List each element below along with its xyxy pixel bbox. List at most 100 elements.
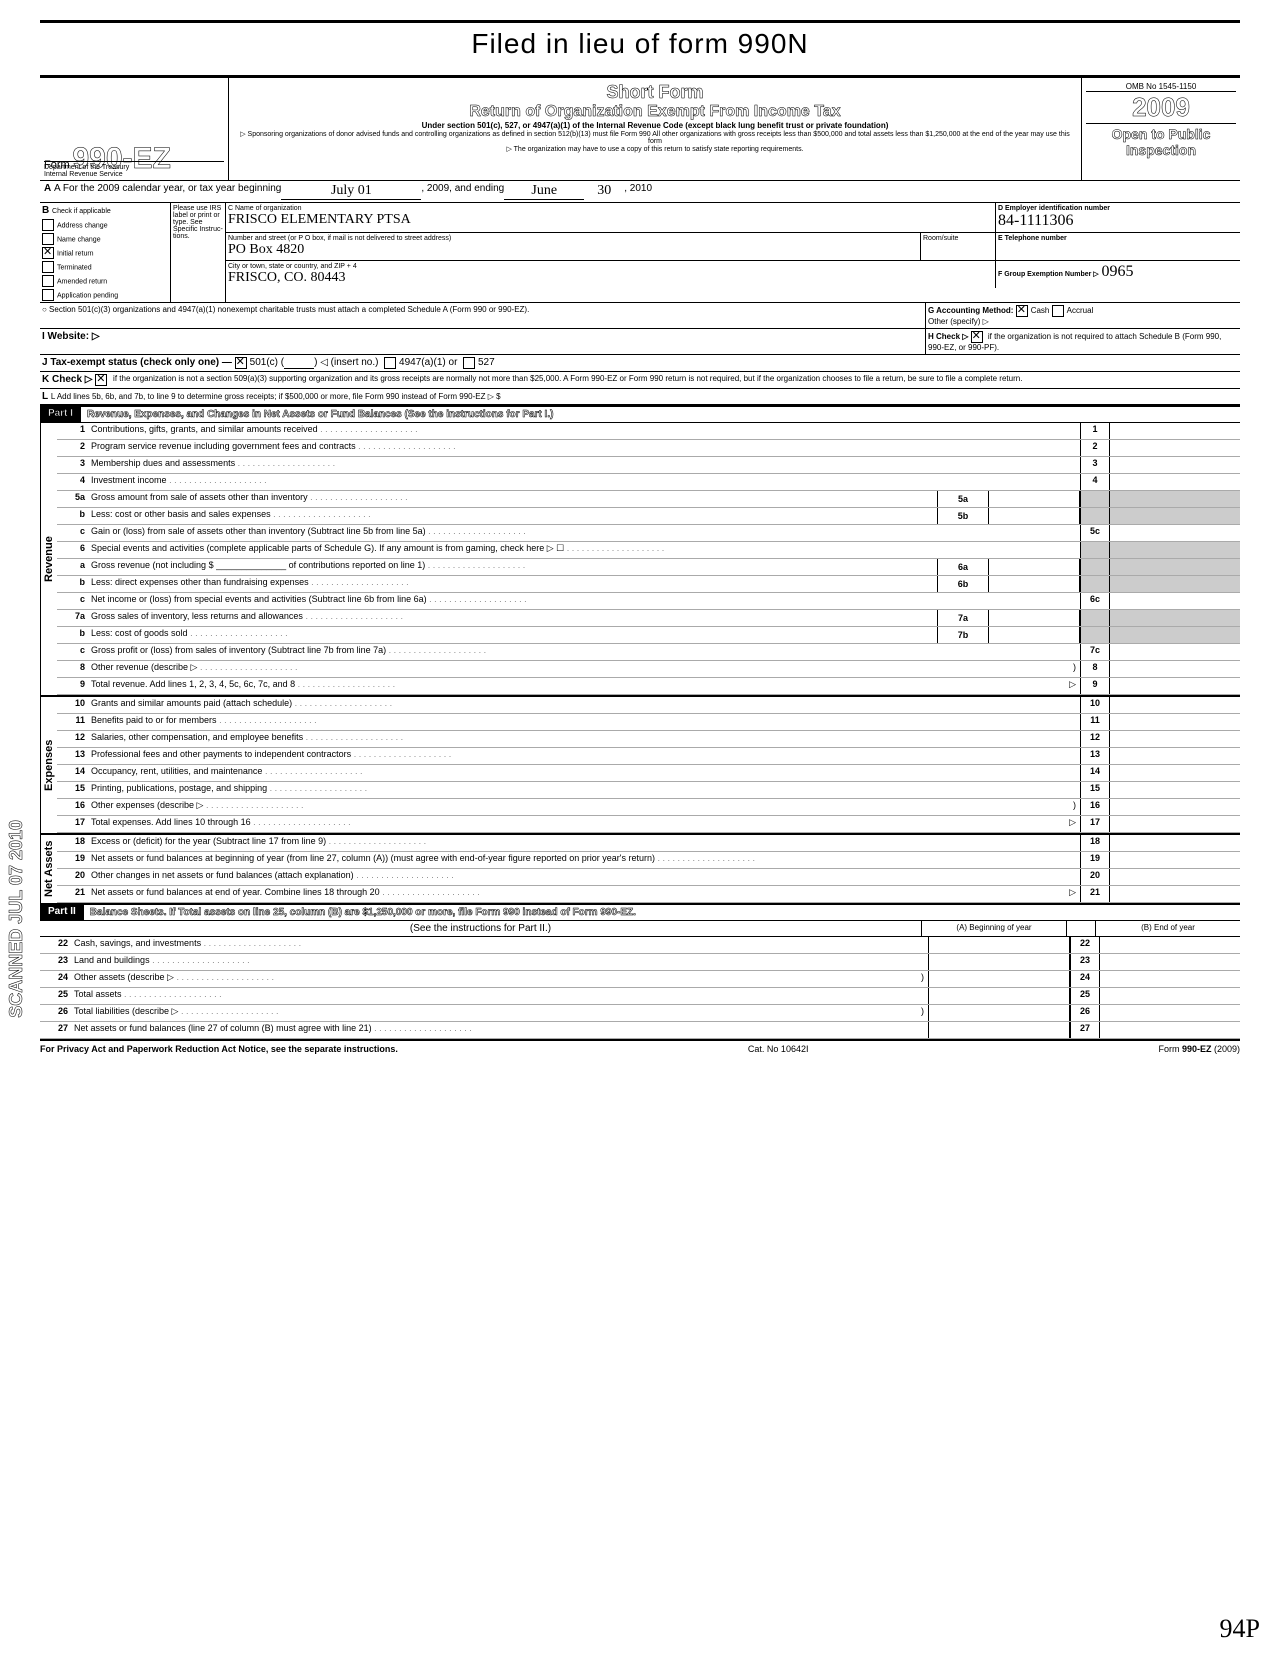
line-box-shaded <box>1080 627 1110 643</box>
line-box-number: 4 <box>1080 474 1110 490</box>
line-row: 1Contributions, gifts, grants, and simil… <box>57 423 1240 440</box>
h-checkbox[interactable] <box>971 331 983 343</box>
line-box-shaded <box>1080 491 1110 507</box>
line-value[interactable] <box>1110 440 1240 456</box>
l-text: L Add lines 5b, 6b, and 7b, to line 9 to… <box>51 392 501 401</box>
j-527-checkbox[interactable] <box>463 357 475 369</box>
line-description: Investment income . . . . . . . . . . . … <box>91 474 1080 490</box>
line-value[interactable] <box>1110 593 1240 609</box>
k-checkbox[interactable] <box>95 374 107 386</box>
line-value[interactable] <box>1110 748 1240 764</box>
line-value[interactable] <box>1110 457 1240 473</box>
line-value[interactable] <box>1100 954 1240 970</box>
b-terminated[interactable]: Terminated <box>40 260 170 274</box>
mini-box-value[interactable] <box>989 576 1080 592</box>
line-value[interactable] <box>1110 644 1240 660</box>
line-value[interactable] <box>1100 1022 1240 1038</box>
line-description: Net income or (loss) from special events… <box>91 593 1080 609</box>
g-cash-checkbox[interactable] <box>1016 305 1028 317</box>
line-description: Net assets or fund balances at beginning… <box>91 852 1080 868</box>
line-value-shaded <box>1110 491 1240 507</box>
b-app-pending[interactable]: Application pending <box>40 288 170 302</box>
line-description: Membership dues and assessments . . . . … <box>91 457 1080 473</box>
b-initial-return[interactable]: Initial return <box>40 246 170 260</box>
line-number: 3 <box>57 457 91 473</box>
short-form-title: Short Form <box>237 82 1073 103</box>
mini-box-value[interactable] <box>989 610 1080 626</box>
line-value[interactable] <box>1110 697 1240 713</box>
g-accrual-checkbox[interactable] <box>1052 305 1064 317</box>
mini-box-value[interactable] <box>989 508 1080 524</box>
line-value-shaded <box>1110 576 1240 592</box>
line-value[interactable] <box>1110 678 1240 694</box>
line-value[interactable] <box>1110 816 1240 832</box>
line-description: Total liabilities (describe ▷ ) . . . . … <box>74 1005 928 1021</box>
line-value[interactable] <box>1110 661 1240 677</box>
b-name-change[interactable]: Name change <box>40 232 170 246</box>
col-a-value[interactable] <box>928 1005 1070 1021</box>
line-value[interactable] <box>1100 971 1240 987</box>
i-website-label: I Website: ▷ <box>42 331 100 342</box>
line-value-shaded <box>1110 508 1240 524</box>
col-a-header: (A) Beginning of year <box>921 921 1067 936</box>
line-value[interactable] <box>1110 782 1240 798</box>
irs-label: Internal Revenue Service <box>44 171 224 178</box>
line-row: 8Other revenue (describe ▷ ) . . . . . .… <box>57 661 1240 678</box>
b-addr-change[interactable]: Address change <box>40 218 170 232</box>
line-description: Salaries, other compensation, and employ… <box>91 731 1080 747</box>
line-description: Special events and activities (complete … <box>91 542 1080 558</box>
b-amended[interactable]: Amended return <box>40 274 170 288</box>
line-number: 16 <box>57 799 91 815</box>
line-value[interactable] <box>1110 474 1240 490</box>
col-a-value[interactable] <box>928 971 1070 987</box>
col-a-value[interactable] <box>928 1022 1070 1038</box>
line-value[interactable] <box>1110 714 1240 730</box>
line-row: bLess: cost or other basis and sales exp… <box>57 508 1240 525</box>
line-value[interactable] <box>1110 835 1240 851</box>
line-description: Benefits paid to or for members . . . . … <box>91 714 1080 730</box>
line-value[interactable] <box>1110 525 1240 541</box>
line-value-shaded <box>1110 610 1240 626</box>
col-a-value[interactable] <box>928 954 1070 970</box>
line-description: Less: direct expenses other than fundrai… <box>91 576 937 592</box>
line-value[interactable] <box>1110 731 1240 747</box>
line-number: b <box>57 576 91 592</box>
j-501c-checkbox[interactable] <box>235 357 247 369</box>
line-number: 5a <box>57 491 91 507</box>
col-a-value[interactable] <box>928 988 1070 1004</box>
mini-box-label: 5b <box>937 508 989 524</box>
mini-box-value[interactable] <box>989 559 1080 575</box>
line-row: 12Salaries, other compensation, and empl… <box>57 731 1240 748</box>
line-number: c <box>57 525 91 541</box>
line-value[interactable] <box>1110 886 1240 902</box>
line-value[interactable] <box>1110 852 1240 868</box>
line-row: cGain or (loss) from sale of assets othe… <box>57 525 1240 542</box>
line-row: aGross revenue (not including $ ________… <box>57 559 1240 576</box>
line-value[interactable] <box>1100 1005 1240 1021</box>
line-description: Excess or (deficit) for the year (Subtra… <box>91 835 1080 851</box>
line-value[interactable] <box>1110 765 1240 781</box>
line-description: Gross sales of inventory, less returns a… <box>91 610 937 626</box>
f-label: F Group Exemption Number ▷ <box>998 271 1099 278</box>
line-value[interactable] <box>1110 799 1240 815</box>
line-value[interactable] <box>1110 869 1240 885</box>
line-box-number: 13 <box>1080 748 1110 764</box>
mini-box-value[interactable] <box>989 491 1080 507</box>
line-value[interactable] <box>1110 423 1240 439</box>
line-row: bLess: cost of goods sold . . . . . . . … <box>57 627 1240 644</box>
line-value-shaded <box>1110 542 1240 558</box>
line-number: c <box>57 593 91 609</box>
group-exemption: 0965 <box>1101 263 1133 280</box>
footer-catno: Cat. No 10642I <box>748 1044 809 1054</box>
line-value[interactable] <box>1100 937 1240 953</box>
line-number: 14 <box>57 765 91 781</box>
line-box-number: 12 <box>1080 731 1110 747</box>
col-a-value[interactable] <box>928 937 1070 953</box>
h-label: H Check ▷ <box>928 332 968 341</box>
mini-box-value[interactable] <box>989 627 1080 643</box>
sponsor-note: ▷ Sponsoring organizations of donor advi… <box>237 130 1073 145</box>
line-value[interactable] <box>1100 988 1240 1004</box>
c-addr-label: Number and street (or P O box, if mail i… <box>228 235 918 242</box>
line-number: 20 <box>57 869 91 885</box>
j-4947-checkbox[interactable] <box>384 357 396 369</box>
